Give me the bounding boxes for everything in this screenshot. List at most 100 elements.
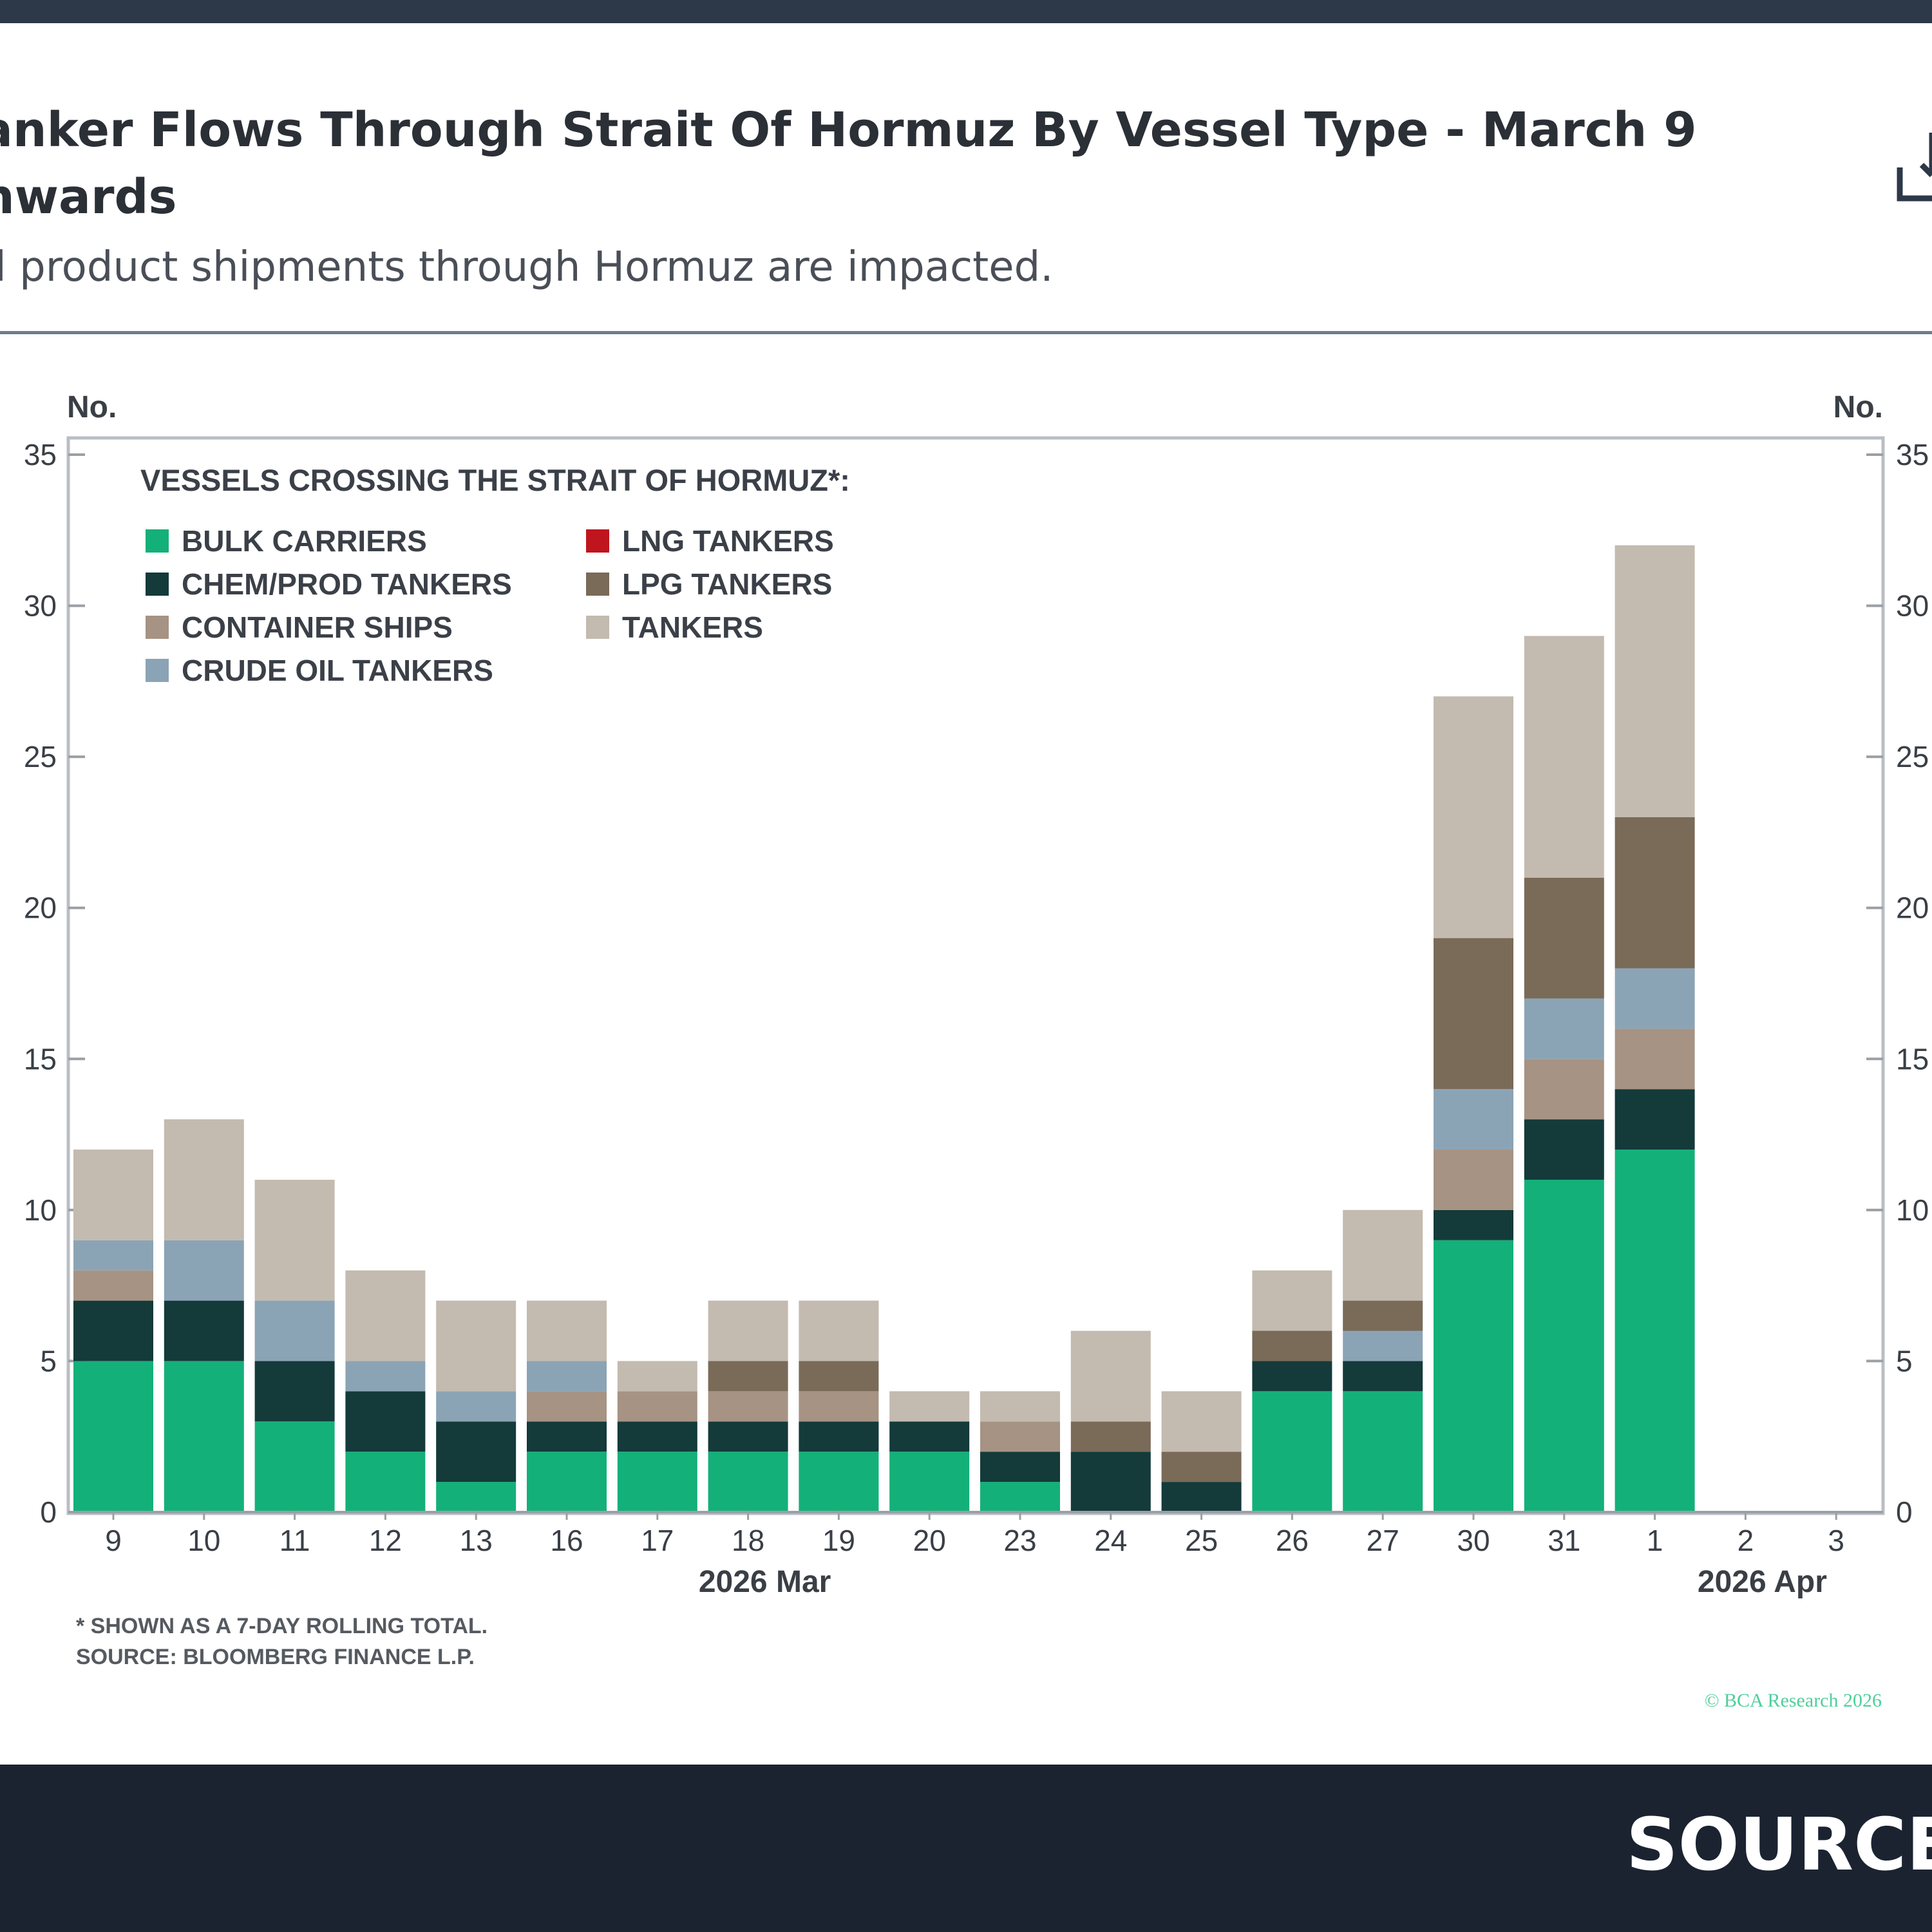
legend-label: LPG TANKERS bbox=[622, 567, 832, 601]
bar-segment-lpg-tankers bbox=[1343, 1300, 1423, 1331]
bar-segment-tankers bbox=[1615, 545, 1695, 817]
bar-segment-tankers bbox=[1434, 696, 1513, 938]
bar-segment-crude-oil-tankers bbox=[1615, 968, 1695, 1029]
y-tick-label-right: 0 bbox=[1896, 1495, 1913, 1529]
y-tick-label-right: 20 bbox=[1896, 891, 1929, 925]
bar-segment-chem-prod-tankers bbox=[1161, 1482, 1242, 1512]
bar-segment-bulk-carriers bbox=[164, 1361, 244, 1512]
source-banner-label: SOURCE bbox=[1626, 1803, 1932, 1887]
bar-segment-tankers bbox=[1524, 636, 1604, 878]
legend-swatch bbox=[146, 573, 169, 596]
bar-segment-bulk-carriers bbox=[799, 1452, 879, 1512]
bar-segment-tankers bbox=[254, 1179, 335, 1301]
y-tick-label-left: 20 bbox=[24, 891, 57, 925]
bar-segment-bulk-carriers bbox=[1524, 1179, 1604, 1512]
bar-segment-chem-prod-tankers bbox=[889, 1421, 970, 1452]
bar-segment-chem-prod-tankers bbox=[708, 1421, 788, 1452]
y-tick-label-right: 35 bbox=[1896, 438, 1929, 471]
right-axis-unit: No. bbox=[1833, 390, 1883, 424]
bar-segment-bulk-carriers bbox=[73, 1361, 153, 1512]
x-tick-label: 10 bbox=[187, 1524, 220, 1557]
legend-swatch bbox=[586, 573, 609, 596]
x-tick-label: 2 bbox=[1738, 1524, 1754, 1557]
x-tick-label: 25 bbox=[1185, 1524, 1218, 1557]
bar-segment-tankers bbox=[617, 1361, 697, 1392]
y-tick-label-right: 5 bbox=[1896, 1344, 1913, 1378]
y-tick-label-left: 0 bbox=[40, 1495, 57, 1529]
title-line-1: anker Flows Through Strait Of Hormuz By … bbox=[0, 102, 1697, 158]
download-icon[interactable] bbox=[1896, 129, 1932, 204]
bar-segment-crude-oil-tankers bbox=[254, 1300, 335, 1361]
bar-segment-chem-prod-tankers bbox=[254, 1361, 335, 1422]
y-tick-label-right: 10 bbox=[1896, 1193, 1929, 1227]
bar-segment-container-ships bbox=[617, 1391, 697, 1422]
bar-segment-lpg-tankers bbox=[1524, 877, 1604, 999]
bar-segment-bulk-carriers bbox=[980, 1482, 1060, 1512]
bar-segment-bulk-carriers bbox=[436, 1482, 516, 1512]
footnote-source: SOURCE: BLOOMBERG FINANCE L.P. bbox=[76, 1645, 475, 1669]
legend-label: CRUDE OIL TANKERS bbox=[182, 654, 493, 687]
y-tick-label-left: 10 bbox=[24, 1193, 57, 1227]
bar-segment-lpg-tankers bbox=[1434, 938, 1513, 1090]
bar-segment-tankers bbox=[889, 1391, 970, 1422]
bar-segment-chem-prod-tankers bbox=[1252, 1361, 1332, 1392]
bar-segment-container-ships bbox=[1615, 1028, 1695, 1090]
bar-segment-bulk-carriers bbox=[708, 1452, 788, 1512]
copyright-label: © BCA Research 2026 bbox=[1705, 1690, 1882, 1711]
bar-segment-bulk-carriers bbox=[1252, 1391, 1332, 1512]
y-tick-label-left: 35 bbox=[24, 438, 57, 471]
legend-label: LNG TANKERS bbox=[622, 524, 834, 558]
y-tick-label-right: 25 bbox=[1896, 740, 1929, 773]
bar-segment-tankers bbox=[164, 1119, 244, 1240]
legend-swatch bbox=[146, 529, 169, 553]
y-tick-label-left: 15 bbox=[24, 1042, 57, 1075]
y-tick-label-right: 30 bbox=[1896, 589, 1929, 623]
bar-segment-chem-prod-tankers bbox=[164, 1300, 244, 1361]
x-tick-label: 23 bbox=[1003, 1524, 1036, 1557]
bar-segment-container-ships bbox=[1524, 1059, 1604, 1120]
bar-segment-tankers bbox=[436, 1300, 516, 1392]
bar-segment-crude-oil-tankers bbox=[1524, 998, 1604, 1059]
page-subtitle: l product shipments through Hormuz are i… bbox=[0, 243, 1054, 291]
bar-segment-chem-prod-tankers bbox=[1434, 1209, 1513, 1240]
bar-segment-lpg-tankers bbox=[799, 1361, 879, 1392]
bar-segment-crude-oil-tankers bbox=[164, 1240, 244, 1301]
bar-segment-container-ships bbox=[527, 1391, 607, 1422]
bar-segment-bulk-carriers bbox=[345, 1452, 426, 1512]
x-tick-label: 13 bbox=[460, 1524, 493, 1557]
x-tick-label: 19 bbox=[822, 1524, 855, 1557]
stacked-bar-chart: No. No. 0 0 5 5 10 10 15 15 20 20 25 25 30 30 35 35 9 10… bbox=[24, 390, 1929, 1711]
x-tick-label: 11 bbox=[279, 1524, 310, 1557]
bar-segment-bulk-carriers bbox=[1343, 1391, 1423, 1512]
bar-segment-chem-prod-tankers bbox=[1524, 1119, 1604, 1180]
x-tick-label: 24 bbox=[1094, 1524, 1127, 1557]
bar-segment-chem-prod-tankers bbox=[1343, 1361, 1423, 1392]
bar-segment-tankers bbox=[1070, 1331, 1151, 1422]
month-label: 2026 Mar bbox=[699, 1565, 831, 1599]
x-tick-label: 27 bbox=[1367, 1524, 1399, 1557]
bar-segment-tankers bbox=[345, 1270, 426, 1361]
x-tick-label: 30 bbox=[1457, 1524, 1490, 1557]
bar-segment-container-ships bbox=[799, 1391, 879, 1422]
bar-segment-crude-oil-tankers bbox=[1343, 1331, 1423, 1361]
bar-segment-crude-oil-tankers bbox=[436, 1391, 516, 1422]
bar-segment-tankers bbox=[980, 1391, 1060, 1422]
bar-segment-lpg-tankers bbox=[1070, 1421, 1151, 1452]
bar-segment-bulk-carriers bbox=[254, 1421, 335, 1512]
bar-segment-bulk-carriers bbox=[617, 1452, 697, 1512]
legend-swatch bbox=[586, 529, 609, 553]
x-tick-label: 9 bbox=[105, 1524, 122, 1557]
bar-segment-crude-oil-tankers bbox=[73, 1240, 153, 1271]
x-tick-label: 1 bbox=[1647, 1524, 1663, 1557]
bar-segment-tankers bbox=[708, 1300, 788, 1361]
x-tick-label: 17 bbox=[641, 1524, 674, 1557]
bar-segment-tankers bbox=[1343, 1209, 1423, 1301]
bar-segment-chem-prod-tankers bbox=[799, 1421, 879, 1452]
bar-segment-tankers bbox=[1252, 1270, 1332, 1331]
bar-segment-container-ships bbox=[708, 1391, 788, 1422]
legend-label: CHEM/PROD TANKERS bbox=[182, 567, 512, 601]
bar-segment-tankers bbox=[799, 1300, 879, 1361]
bar-segment-chem-prod-tankers bbox=[1070, 1452, 1151, 1512]
bottom-banner bbox=[0, 1765, 1932, 1932]
bar-segment-lpg-tankers bbox=[1615, 817, 1695, 969]
